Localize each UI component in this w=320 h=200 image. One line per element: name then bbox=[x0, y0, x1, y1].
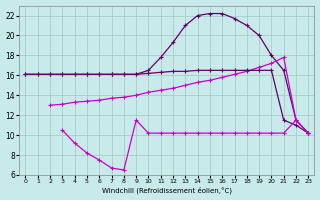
X-axis label: Windchill (Refroidissement éolien,°C): Windchill (Refroidissement éolien,°C) bbox=[102, 187, 232, 194]
